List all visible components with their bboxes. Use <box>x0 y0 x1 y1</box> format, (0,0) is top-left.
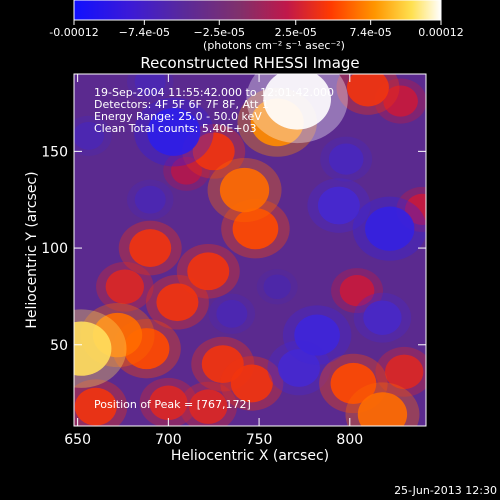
colorbar-gradient <box>74 0 441 20</box>
heatmap-blob <box>317 186 360 225</box>
colorbar-unit-label: (photons cm⁻² s⁻¹ asec⁻²) <box>203 39 345 52</box>
heatmap-blob <box>383 85 418 117</box>
x-tick-label: 700 <box>155 432 182 448</box>
chart-title: Reconstructed RHESSI Image <box>140 54 359 72</box>
heatmap-blob <box>189 389 228 424</box>
colorbar-tick-label: -0.00012 <box>49 26 98 39</box>
heatmap-blob <box>105 269 144 304</box>
heatmap-area <box>74 74 426 426</box>
heatmap-blob <box>328 143 364 175</box>
heatmap-blob <box>363 300 402 335</box>
annotation-counts: Clean Total counts: 5.40E+03 <box>94 122 257 135</box>
heatmap-blob <box>330 362 377 405</box>
footer-date: 25-Jun-2013 12:30 <box>394 484 497 497</box>
x-axis-label: Heliocentric X (arcsec) <box>171 448 329 464</box>
y-axis-label: Heliocentric Y (arcsec) <box>24 171 40 328</box>
heatmap-blob <box>365 206 415 251</box>
heatmap-blob <box>74 121 105 150</box>
heatmap-blob <box>170 156 202 185</box>
x-tick-label: 800 <box>336 432 363 448</box>
heatmap-blob <box>129 229 172 267</box>
plot-frame <box>73 73 427 427</box>
heatmap-blob <box>192 132 235 171</box>
x-tick-label: 750 <box>246 432 273 448</box>
heatmap-blob <box>147 108 201 156</box>
heatmap-blob <box>263 74 331 130</box>
heatmap-blob <box>187 252 230 291</box>
heatmap-blob <box>134 74 166 96</box>
y-tick-label: 150 <box>41 144 68 160</box>
heatmap-blob <box>294 314 340 356</box>
heatmap-blob <box>339 275 375 307</box>
heatmap-blob <box>230 364 273 403</box>
y-tick-label: 50 <box>50 338 68 354</box>
colorbar-tick-label: 7.4e-05 <box>350 26 392 39</box>
colorbar-tick-label: −7.4e-05 <box>119 26 170 39</box>
heatmap-blob <box>219 167 270 213</box>
heatmap-blob <box>156 283 199 322</box>
heatmap-blob <box>74 387 117 426</box>
colorbar-frame <box>73 0 442 21</box>
annotation-time: 19-Sep-2004 11:55:42.000 to 12:01:42.000 <box>94 86 334 99</box>
heatmap-blob <box>149 385 188 421</box>
colorbar-tick-label: 0.00012 <box>418 26 464 39</box>
heatmap-blob <box>385 354 424 390</box>
annotation-energy: Energy Range: 25.0 - 50.0 keV <box>94 110 262 123</box>
colorbar-tick-label: 2.5e-05 <box>275 26 317 39</box>
peak-position-label: Position of Peak = [767,172] <box>94 398 251 411</box>
heatmap-blob <box>277 349 320 387</box>
x-tick-label: 650 <box>64 432 91 448</box>
annotation-detectors: Detectors: 4F 5F 6F 7F 8F, Att 1 <box>94 98 269 111</box>
heatmap-blob <box>232 208 279 250</box>
heatmap-blob <box>134 185 166 214</box>
heatmap-blob <box>216 299 248 328</box>
heatmap-blob <box>74 321 112 376</box>
heatmap-blob <box>201 345 244 384</box>
heatmap-blob <box>357 392 408 426</box>
y-tick-label: 100 <box>41 241 68 257</box>
heatmap-blob <box>346 74 389 107</box>
colorbar: -0.00012 −7.4e-05 −2.5e-05 2.5e-05 7.4e-05 0.… <box>49 0 464 52</box>
colorbar-tick-label: −2.5e-05 <box>194 26 245 39</box>
heatmap-blob <box>263 274 291 300</box>
